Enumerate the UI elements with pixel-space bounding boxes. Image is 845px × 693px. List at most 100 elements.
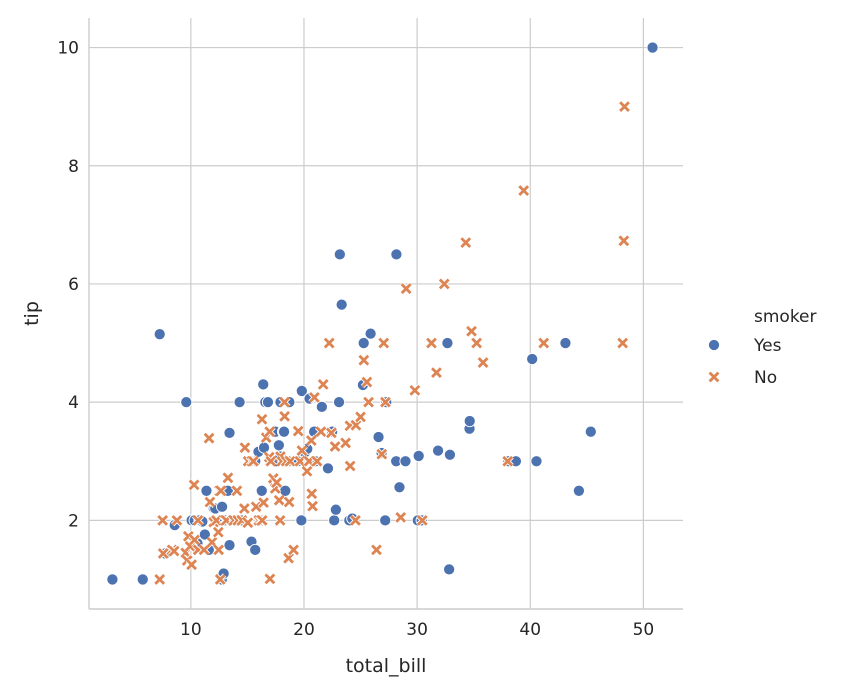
x-marker-stroke: [307, 500, 318, 512]
data-point-no: [293, 455, 307, 468]
data-point-no: [282, 552, 295, 565]
data-point-yes: [333, 248, 346, 261]
x-marker-stroke: [258, 497, 269, 509]
data-point-yes: [223, 539, 236, 552]
data-point-no: [247, 455, 260, 468]
x-marker-stroke: [376, 448, 388, 460]
data-point-yes: [335, 298, 348, 311]
data-point-no: [203, 496, 216, 509]
data-point-no: [354, 410, 367, 423]
x-marker-stroke: [271, 477, 283, 488]
series-yes: [106, 41, 659, 586]
data-point-yes: [393, 481, 406, 494]
y-tick-label: 2: [68, 511, 79, 531]
x-axis-label: total_bill: [346, 655, 427, 677]
x-marker-stroke: [292, 425, 304, 437]
x-marker-stroke: [329, 441, 341, 452]
x-marker-stroke: [248, 455, 259, 467]
x-marker-stroke: [619, 101, 630, 113]
legend: smoker Yes No: [707, 307, 817, 388]
data-point-yes: [279, 484, 292, 497]
x-marker-stroke: [308, 392, 320, 403]
series-no: [153, 100, 631, 586]
data-point-no: [305, 487, 318, 500]
x-marker-stroke: [477, 357, 489, 368]
data-point-yes: [441, 336, 454, 350]
data-point-no: [212, 526, 225, 539]
y-tick-label: 4: [68, 393, 79, 413]
data-point-yes: [136, 573, 149, 586]
x-marker-stroke: [242, 517, 254, 529]
data-point-no: [270, 476, 283, 489]
data-point-no: [477, 356, 490, 369]
data-point-no: [278, 396, 291, 409]
x-marker-stroke: [212, 526, 224, 538]
data-point-no: [377, 337, 390, 350]
x-marker-stroke: [311, 455, 323, 467]
data-point-no: [295, 444, 308, 457]
data-point-yes: [249, 543, 262, 556]
data-point-yes: [463, 415, 476, 428]
legend-label-yes: Yes: [753, 336, 782, 356]
data-point-no: [305, 434, 318, 447]
data-point-no: [300, 465, 314, 478]
x-marker-stroke: [264, 573, 276, 585]
data-point-no: [257, 496, 270, 509]
data-point-yes: [257, 378, 270, 391]
x-marker-stroke: [315, 426, 327, 438]
data-point-no: [306, 500, 319, 513]
data-point-no: [349, 514, 362, 527]
x-marker-stroke: [186, 559, 198, 571]
x-marker-stroke: [296, 445, 308, 457]
x-marker-stroke: [203, 432, 215, 444]
x-marker-stroke: [284, 455, 296, 467]
x-marker-stroke: [256, 514, 268, 526]
x-marker-stroke: [361, 376, 373, 388]
data-point-no: [238, 441, 251, 454]
tick-labels: 10 20 30 40 50 2 4 6 8 10: [57, 39, 654, 640]
data-point-no: [170, 514, 183, 527]
x-marker-stroke: [355, 411, 366, 423]
data-point-no: [537, 337, 550, 350]
x-marker-stroke: [395, 512, 407, 523]
x-marker-stroke: [154, 574, 166, 585]
data-point-no: [168, 545, 181, 558]
data-point-yes: [261, 396, 275, 409]
data-point-yes: [329, 503, 342, 516]
x-marker-stroke: [222, 472, 234, 484]
x-marker-stroke: [350, 514, 361, 526]
data-point-no: [198, 543, 211, 556]
x-tick-label: 10: [180, 620, 202, 640]
data-point-yes: [272, 439, 285, 452]
data-point-yes: [216, 500, 229, 513]
x-marker-stroke: [198, 544, 210, 556]
data-point-yes: [526, 352, 539, 366]
data-point-no: [214, 484, 227, 497]
x-marker-stroke: [189, 534, 200, 546]
data-point-no: [465, 325, 478, 338]
data-point-no: [394, 511, 407, 524]
data-point-yes: [255, 484, 268, 497]
data-point-no: [416, 514, 429, 527]
data-point-yes: [399, 455, 412, 468]
x-marker-stroke: [400, 283, 412, 295]
data-point-no: [311, 455, 324, 468]
data-point-yes: [530, 455, 543, 468]
data-point-no: [203, 432, 216, 445]
data-point-yes: [198, 528, 211, 541]
x-marker-stroke: [265, 455, 277, 467]
legend-title: smoker: [754, 307, 817, 327]
data-point-yes: [257, 441, 271, 454]
data-point-no: [264, 455, 277, 468]
data-point-no: [375, 448, 388, 461]
data-point-no: [284, 455, 297, 468]
x-marker-stroke: [460, 237, 472, 248]
data-point-yes: [153, 328, 166, 341]
data-point-no: [250, 500, 263, 513]
x-marker-stroke: [518, 185, 530, 196]
data-point-yes: [390, 248, 403, 261]
x-marker-stroke: [283, 552, 294, 564]
data-point-yes: [559, 336, 572, 350]
x-marker-stroke: [238, 503, 250, 514]
x-marker-stroke: [231, 485, 243, 497]
